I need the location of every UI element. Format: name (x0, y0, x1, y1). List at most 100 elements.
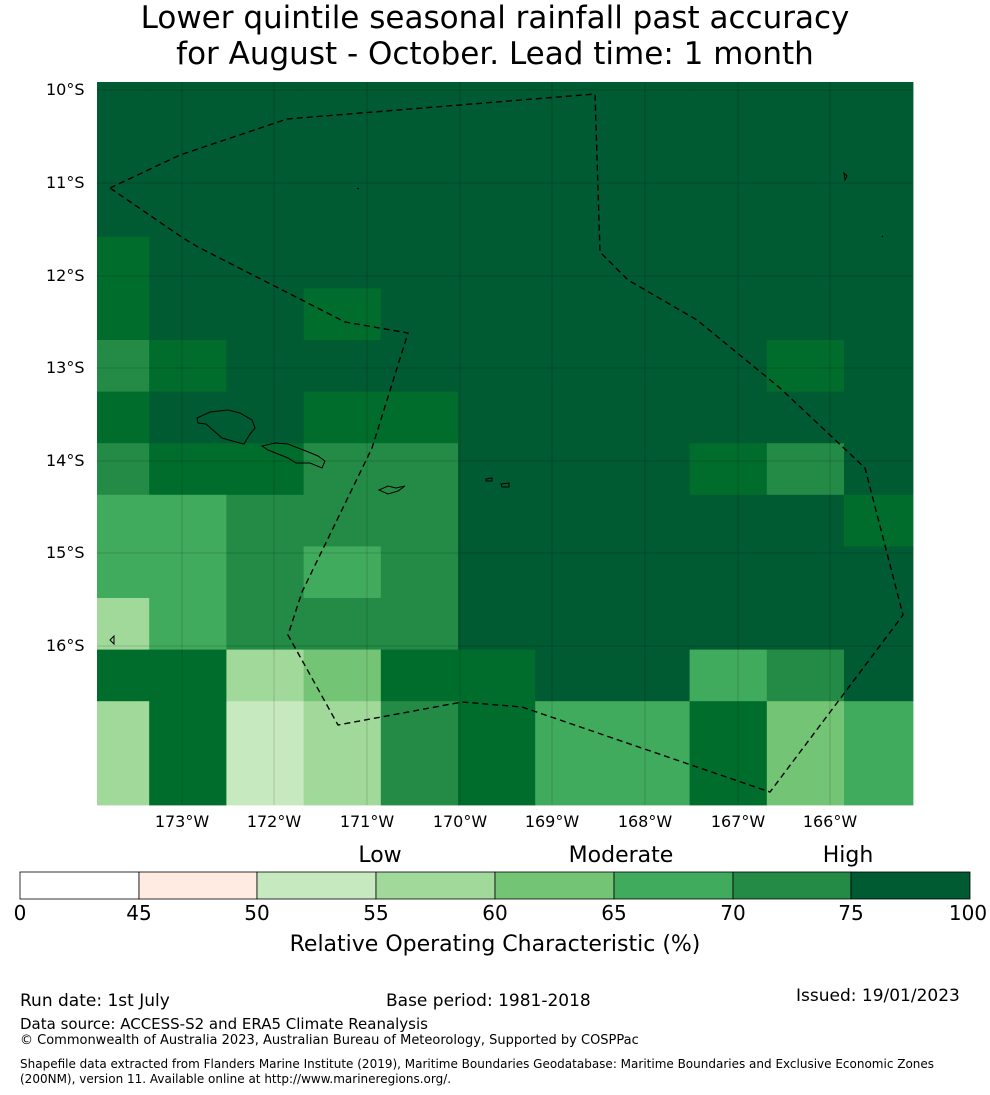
grid-cell (535, 443, 613, 496)
grid-cell (535, 133, 613, 186)
grid-cell (689, 236, 768, 289)
grid-cell (380, 133, 459, 186)
colorbar-tick: 70 (720, 901, 746, 925)
lon-label: 173°W (154, 812, 210, 831)
grid-cell (689, 391, 768, 444)
grid-cell (97, 288, 150, 341)
grid-cell (458, 391, 536, 444)
grid-cell (149, 598, 227, 650)
shapefile-credit-line-2: (200NM), version 11. Available online at… (20, 1072, 452, 1086)
grid-cell (689, 443, 768, 496)
grid-cell (149, 82, 227, 134)
grid-cell (689, 288, 768, 341)
grid-cell (226, 236, 304, 289)
grid-cell (226, 340, 304, 392)
grid-cell (844, 701, 914, 806)
grid-cell (303, 443, 382, 496)
tutuila-island (377, 485, 406, 495)
grid-cell (226, 133, 304, 186)
colorbar-segment (256, 871, 377, 900)
grid-cell (226, 649, 304, 702)
category-label-high: High (822, 843, 874, 868)
grid-cell (535, 701, 613, 806)
grid-cell (535, 649, 613, 702)
grid-cell (458, 649, 536, 702)
grid-cell (380, 494, 459, 547)
grid-cell (458, 133, 536, 186)
lat-label: 14°S (46, 451, 85, 470)
lon-label: 167°W (710, 812, 766, 831)
grid-cell (458, 701, 536, 806)
grid-cell (97, 649, 150, 702)
grid-cell (380, 340, 459, 392)
grid-cell (97, 494, 150, 547)
grid-cell (612, 82, 690, 134)
lon-label: 171°W (339, 812, 395, 831)
grid-cell (766, 494, 845, 547)
run-date: Run date: 1st July (20, 991, 170, 1011)
grid-cell (226, 288, 304, 341)
grid-cell (689, 701, 768, 806)
grid-cell (303, 340, 382, 392)
lat-label: 11°S (46, 173, 85, 192)
grid-cell (97, 236, 150, 289)
grid-cell (226, 82, 304, 134)
grid-cell (535, 546, 613, 599)
grid-cell (689, 598, 768, 650)
grid-cell (766, 649, 845, 702)
grid-cells (97, 82, 914, 806)
grid-cell (380, 598, 459, 650)
grid-cell (612, 443, 690, 496)
colorbar-segment (613, 871, 734, 900)
grid-cell (458, 598, 536, 650)
grid-cell (97, 546, 150, 599)
grid-cell (97, 391, 150, 444)
grid-cell (303, 494, 382, 547)
colorbar-tick: 45 (126, 901, 152, 925)
grid-cell (612, 598, 690, 650)
grid-cell (689, 340, 768, 392)
manua-islands (485, 477, 510, 488)
grid-cell (844, 391, 914, 444)
grid-cell (535, 185, 613, 238)
lon-label: 170°W (432, 812, 488, 831)
grid-cell (612, 185, 690, 238)
tokelau-atoll (109, 171, 884, 646)
grid-cell (303, 391, 382, 444)
grid-cell (689, 133, 768, 186)
grid-cell (149, 701, 227, 806)
grid-cell (149, 494, 227, 547)
grid-cell (535, 340, 613, 392)
colorbar-tick: 75 (838, 901, 864, 925)
grid-cell (380, 391, 459, 444)
grid-cell (844, 649, 914, 702)
grid-cell (612, 288, 690, 341)
grid-cell (380, 185, 459, 238)
colorbar-segment (494, 871, 615, 900)
grid-cell (766, 391, 845, 444)
grid-cell (612, 701, 690, 806)
grid-cell (97, 598, 150, 650)
data-source: Data source: ACCESS-S2 and ERA5 Climate … (20, 1015, 428, 1033)
grid-cell (766, 340, 845, 392)
grid-cell (612, 649, 690, 702)
grid-cell (303, 133, 382, 186)
colorbar-segment (732, 871, 852, 900)
grid-cell (458, 340, 536, 392)
grid-cell (535, 598, 613, 650)
grid-cell (612, 494, 690, 547)
grid-cell (226, 185, 304, 238)
base-period: Base period: 1981-2018 (386, 991, 591, 1011)
grid-cell (97, 443, 150, 496)
grid-cell (844, 82, 914, 134)
category-label-moderate: Moderate (568, 843, 674, 868)
grid-cell (844, 288, 914, 341)
grid-cell (149, 185, 227, 238)
grid-cell (844, 546, 914, 599)
eez-boundaries (108, 93, 904, 793)
grid-cell (303, 701, 382, 806)
grid-cell (226, 701, 304, 806)
shapefile-credit-line-1: Shapefile data extracted from Flanders M… (20, 1057, 935, 1071)
grid-cell (226, 443, 304, 496)
